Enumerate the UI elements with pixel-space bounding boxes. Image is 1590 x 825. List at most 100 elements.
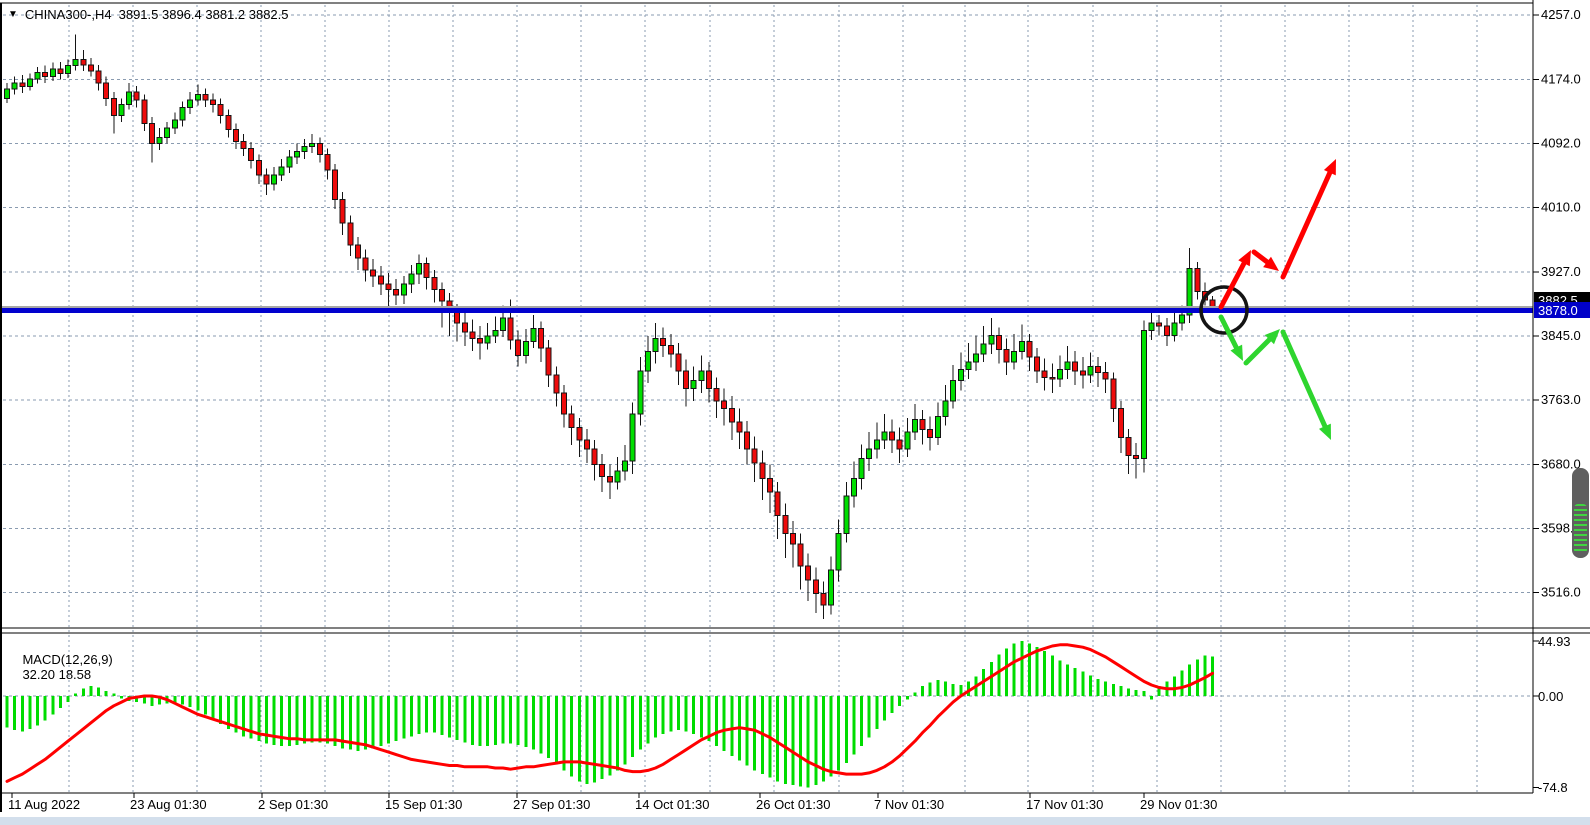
- candle-body: [1095, 366, 1102, 374]
- candle-body: [629, 413, 636, 462]
- candle-body: [309, 143, 316, 148]
- time-axis-label: 14 Oct 01:30: [635, 797, 709, 812]
- macd-histogram-bar: [135, 696, 139, 703]
- macd-histogram-bar: [1058, 660, 1062, 696]
- candle-body: [362, 257, 369, 271]
- candle-body: [11, 82, 18, 90]
- macd-histogram-bar: [348, 696, 352, 750]
- bearish-scenario-arrow: [1243, 334, 1275, 366]
- macd-histogram-bar: [1188, 664, 1192, 696]
- macd-histogram-bar: [425, 696, 429, 733]
- macd-histogram-bar: [211, 696, 215, 720]
- candle-body: [423, 263, 430, 279]
- candle-body: [347, 222, 354, 246]
- macd-histogram-bar: [966, 681, 970, 696]
- macd-histogram-bar: [188, 696, 192, 707]
- macd-histogram-bar: [257, 696, 261, 742]
- candle-body: [232, 129, 239, 142]
- candle-body: [65, 65, 72, 74]
- macd-histogram-bar: [1150, 696, 1153, 700]
- candle-body: [72, 58, 79, 67]
- candle-body: [599, 464, 606, 477]
- macd-histogram-bar: [5, 696, 9, 728]
- macd-histogram-bar: [409, 696, 413, 737]
- candle-body: [713, 387, 720, 402]
- macd-histogram-bar: [821, 696, 825, 782]
- macd-histogram-bar: [951, 683, 955, 696]
- candle-body: [1056, 369, 1063, 380]
- macd-histogram-bar: [74, 693, 78, 696]
- candle-body: [1110, 378, 1117, 410]
- macd-histogram-bar: [1027, 643, 1031, 696]
- candle-body: [1102, 372, 1109, 380]
- macd-histogram-bar: [631, 696, 635, 757]
- candle-body: [1209, 299, 1216, 308]
- time-axis-label: 23 Aug 01:30: [130, 797, 207, 812]
- candle-body: [1072, 361, 1079, 372]
- macd-histogram-bar: [242, 696, 246, 737]
- macd-histogram-bar: [356, 696, 360, 751]
- macd-histogram-bar: [615, 696, 619, 771]
- breakout-circle-annotation: [1199, 285, 1249, 335]
- macd-histogram-bar: [692, 696, 696, 734]
- candle-body: [354, 244, 361, 259]
- candle-body: [728, 408, 735, 423]
- macd-histogram-bar: [814, 696, 818, 786]
- scrollbar-thumb[interactable]: [1572, 468, 1589, 558]
- candle-body: [156, 136, 163, 145]
- candle-body: [660, 337, 667, 346]
- macd-histogram-bar: [554, 696, 558, 765]
- candle-body: [133, 91, 140, 101]
- candle-body: [19, 82, 26, 88]
- bearish-scenario-arrow-head: [1264, 329, 1280, 345]
- macd-histogram-bar: [36, 696, 40, 726]
- macd-histogram-bar: [119, 696, 123, 699]
- candle-body: [1156, 322, 1163, 327]
- candle-body: [461, 322, 468, 333]
- candle-body: [469, 331, 476, 339]
- macd-histogram-bar: [478, 696, 482, 747]
- candle-body: [1133, 454, 1140, 459]
- macd-histogram-bar: [654, 696, 658, 738]
- macd-histogram-bar: [745, 696, 749, 766]
- time-axis-label: 11 Aug 2022: [8, 797, 80, 812]
- candle-body: [538, 327, 545, 349]
- candle-body: [293, 150, 300, 158]
- candle-body: [744, 431, 751, 450]
- macd-histogram-bar: [844, 696, 848, 764]
- hline-price-tag: [1534, 302, 1590, 318]
- candle-body: [782, 514, 789, 534]
- candle-body: [225, 115, 232, 131]
- candle-body: [736, 421, 743, 433]
- macd-histogram-bar: [669, 696, 673, 732]
- macd-histogram-bar: [341, 696, 345, 749]
- macd-histogram-bar: [142, 696, 146, 704]
- macd-histogram-bar: [402, 696, 406, 739]
- candle-body: [278, 166, 285, 176]
- candle-body: [927, 429, 934, 438]
- candle-body: [1087, 366, 1094, 376]
- macd-histogram-bar: [28, 696, 32, 729]
- candle-body: [1049, 376, 1056, 380]
- macd-histogram-bar: [1104, 681, 1108, 696]
- macd-histogram-bar: [928, 682, 932, 696]
- time-axis-label: 27 Sep 01:30: [513, 797, 590, 812]
- macd-histogram-bar: [806, 696, 810, 788]
- candle-body: [385, 283, 392, 290]
- macd-histogram-bar: [1195, 659, 1199, 696]
- candle-body: [957, 369, 964, 382]
- macd-histogram-bar: [577, 696, 581, 782]
- symbol-dropdown-icon[interactable]: ▼: [8, 8, 18, 20]
- price-axis-label: 4010.0: [1541, 200, 1581, 215]
- candle-body: [515, 339, 522, 357]
- candle-body: [690, 380, 697, 389]
- macd-histogram-bar: [852, 696, 856, 755]
- candle-body: [1140, 330, 1147, 459]
- macd-histogram-bar: [585, 696, 589, 784]
- candle-body: [522, 341, 529, 357]
- candle-body: [271, 174, 278, 185]
- macd-histogram-bar: [81, 688, 85, 696]
- candle-body: [332, 169, 339, 201]
- macd-histogram-bar: [173, 696, 177, 704]
